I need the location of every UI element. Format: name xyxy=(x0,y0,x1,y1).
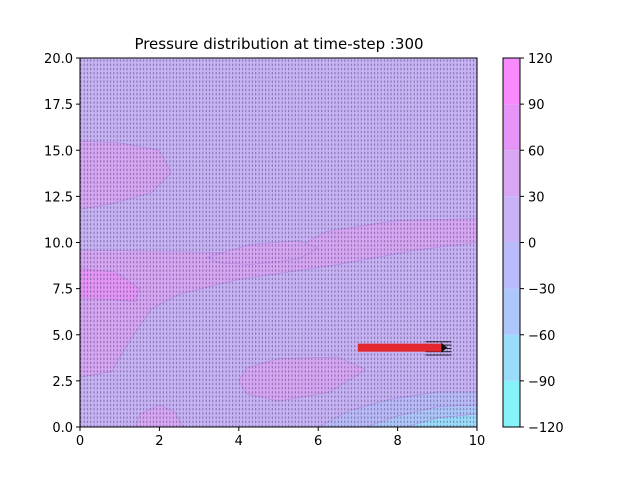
colorbar-band xyxy=(503,150,520,197)
y-tick-label: 5.0 xyxy=(52,329,73,344)
colorbar-tick-label: −30 xyxy=(528,283,555,298)
colorbar-band xyxy=(503,380,520,427)
jet-arrow-body xyxy=(357,343,442,352)
colorbar-band xyxy=(503,58,520,105)
colorbar-band xyxy=(503,288,520,335)
y-tick-label: 17.5 xyxy=(44,98,73,113)
x-tick-label: 4 xyxy=(235,434,243,449)
x-tick-label: 2 xyxy=(155,434,163,449)
y-axis: 0.0 2.5 5.0 7.5 10.0 12.5 15.0 17.5 20.0 xyxy=(44,52,80,436)
colorbar-tick-label: 60 xyxy=(528,144,545,159)
velocity-vector-field xyxy=(80,58,477,427)
contour-field xyxy=(80,58,477,427)
x-tick-label: 10 xyxy=(469,434,486,449)
x-tick-label: 0 xyxy=(76,434,84,449)
colorbar-tick-label: 30 xyxy=(528,190,545,205)
y-tick-label: 10.0 xyxy=(44,237,73,252)
x-tick-label: 6 xyxy=(314,434,322,449)
x-tick-label: 8 xyxy=(393,434,401,449)
colorbar-tick-label: 120 xyxy=(528,52,553,67)
colorbar-tick-label: −90 xyxy=(528,375,555,390)
plot-area xyxy=(80,58,477,427)
colorbar-tick-label: −120 xyxy=(528,421,564,436)
y-tick-label: 15.0 xyxy=(44,144,73,159)
y-tick-label: 7.5 xyxy=(52,283,73,298)
jet-arrow-head xyxy=(441,342,448,353)
y-tick-label: 0.0 xyxy=(52,421,73,436)
colorbar-tick-label: −60 xyxy=(528,329,555,344)
colorbar-band xyxy=(503,242,520,289)
colorbar: −120 −90 −60 −30 0 30 60 90 120 xyxy=(502,52,564,436)
colorbar-band xyxy=(503,104,520,151)
y-tick-label: 12.5 xyxy=(44,190,73,205)
colorbar-band xyxy=(503,334,520,381)
colorbar-tick-label: 90 xyxy=(528,98,545,113)
colorbar-tick-label: 0 xyxy=(528,237,536,252)
x-axis: 0 2 4 6 8 10 xyxy=(76,427,485,449)
y-tick-label: 2.5 xyxy=(52,375,73,390)
y-tick-label: 20.0 xyxy=(44,52,73,67)
colorbar-band xyxy=(503,196,520,243)
chart-title: Pressure distribution at time-step :300 xyxy=(134,35,423,53)
